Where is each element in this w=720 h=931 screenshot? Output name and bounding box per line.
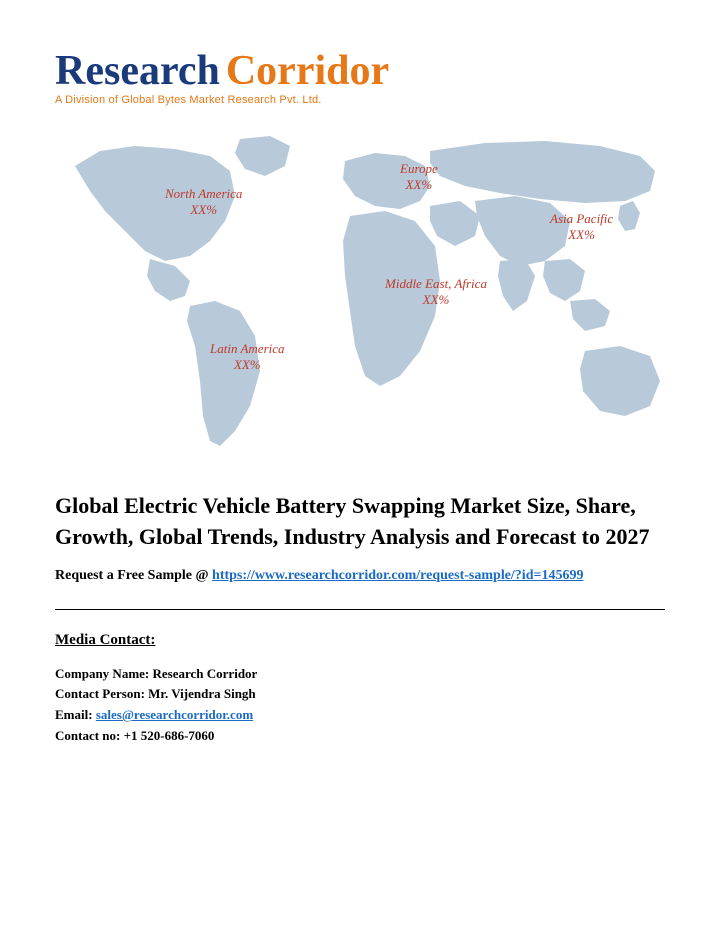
email-link[interactable]: sales@researchcorridor.com [96,707,253,722]
phone-line: Contact no: +1 520-686-7060 [55,726,665,747]
region-value: XX% [190,202,217,217]
region-name: Middle East, Africa [385,276,487,291]
sample-request: Request a Free Sample @ https://www.rese… [55,568,665,584]
person-label: Contact Person: [55,686,148,701]
region-value: XX% [568,227,595,242]
email-line: Email: sales@researchcorridor.com [55,705,665,726]
company-name: Research Corridor [153,666,258,681]
region-label: Middle East, AfricaXX% [385,276,487,307]
phone-label: Contact no: [55,728,124,743]
company-line: Company Name: Research Corridor [55,664,665,685]
region-label: Asia PacificXX% [550,211,613,242]
logo-text: ResearchCorridor [55,50,665,92]
region-value: XX% [406,177,433,192]
company-label: Company Name: [55,666,153,681]
region-value: XX% [234,357,261,372]
sample-link[interactable]: https://www.researchcorridor.com/request… [212,568,583,583]
divider [55,609,665,610]
region-label: EuropeXX% [400,161,438,192]
person-line: Contact Person: Mr. Vijendra Singh [55,684,665,705]
person-name: Mr. Vijendra Singh [148,686,256,701]
region-name: North America [165,186,242,201]
map-svg [55,131,665,461]
media-contact-heading: Media Contact: [55,632,665,649]
logo: ResearchCorridor A Division of Global By… [55,50,665,106]
world-map: North AmericaXX%Latin AmericaXX%EuropeXX… [55,131,665,461]
logo-word1: Research [55,48,220,94]
region-label: North AmericaXX% [165,186,242,217]
region-label: Latin AmericaXX% [210,341,285,372]
sample-prefix: Request a Free Sample @ [55,568,212,583]
report-title: Global Electric Vehicle Battery Swapping… [55,491,665,553]
region-name: Latin America [210,341,285,356]
logo-subtitle: A Division of Global Bytes Market Resear… [55,94,665,106]
email-label: Email: [55,707,96,722]
region-name: Asia Pacific [550,211,613,226]
phone-number: +1 520-686-7060 [124,728,215,743]
region-name: Europe [400,161,438,176]
region-value: XX% [423,292,450,307]
logo-word2: Corridor [226,48,389,94]
